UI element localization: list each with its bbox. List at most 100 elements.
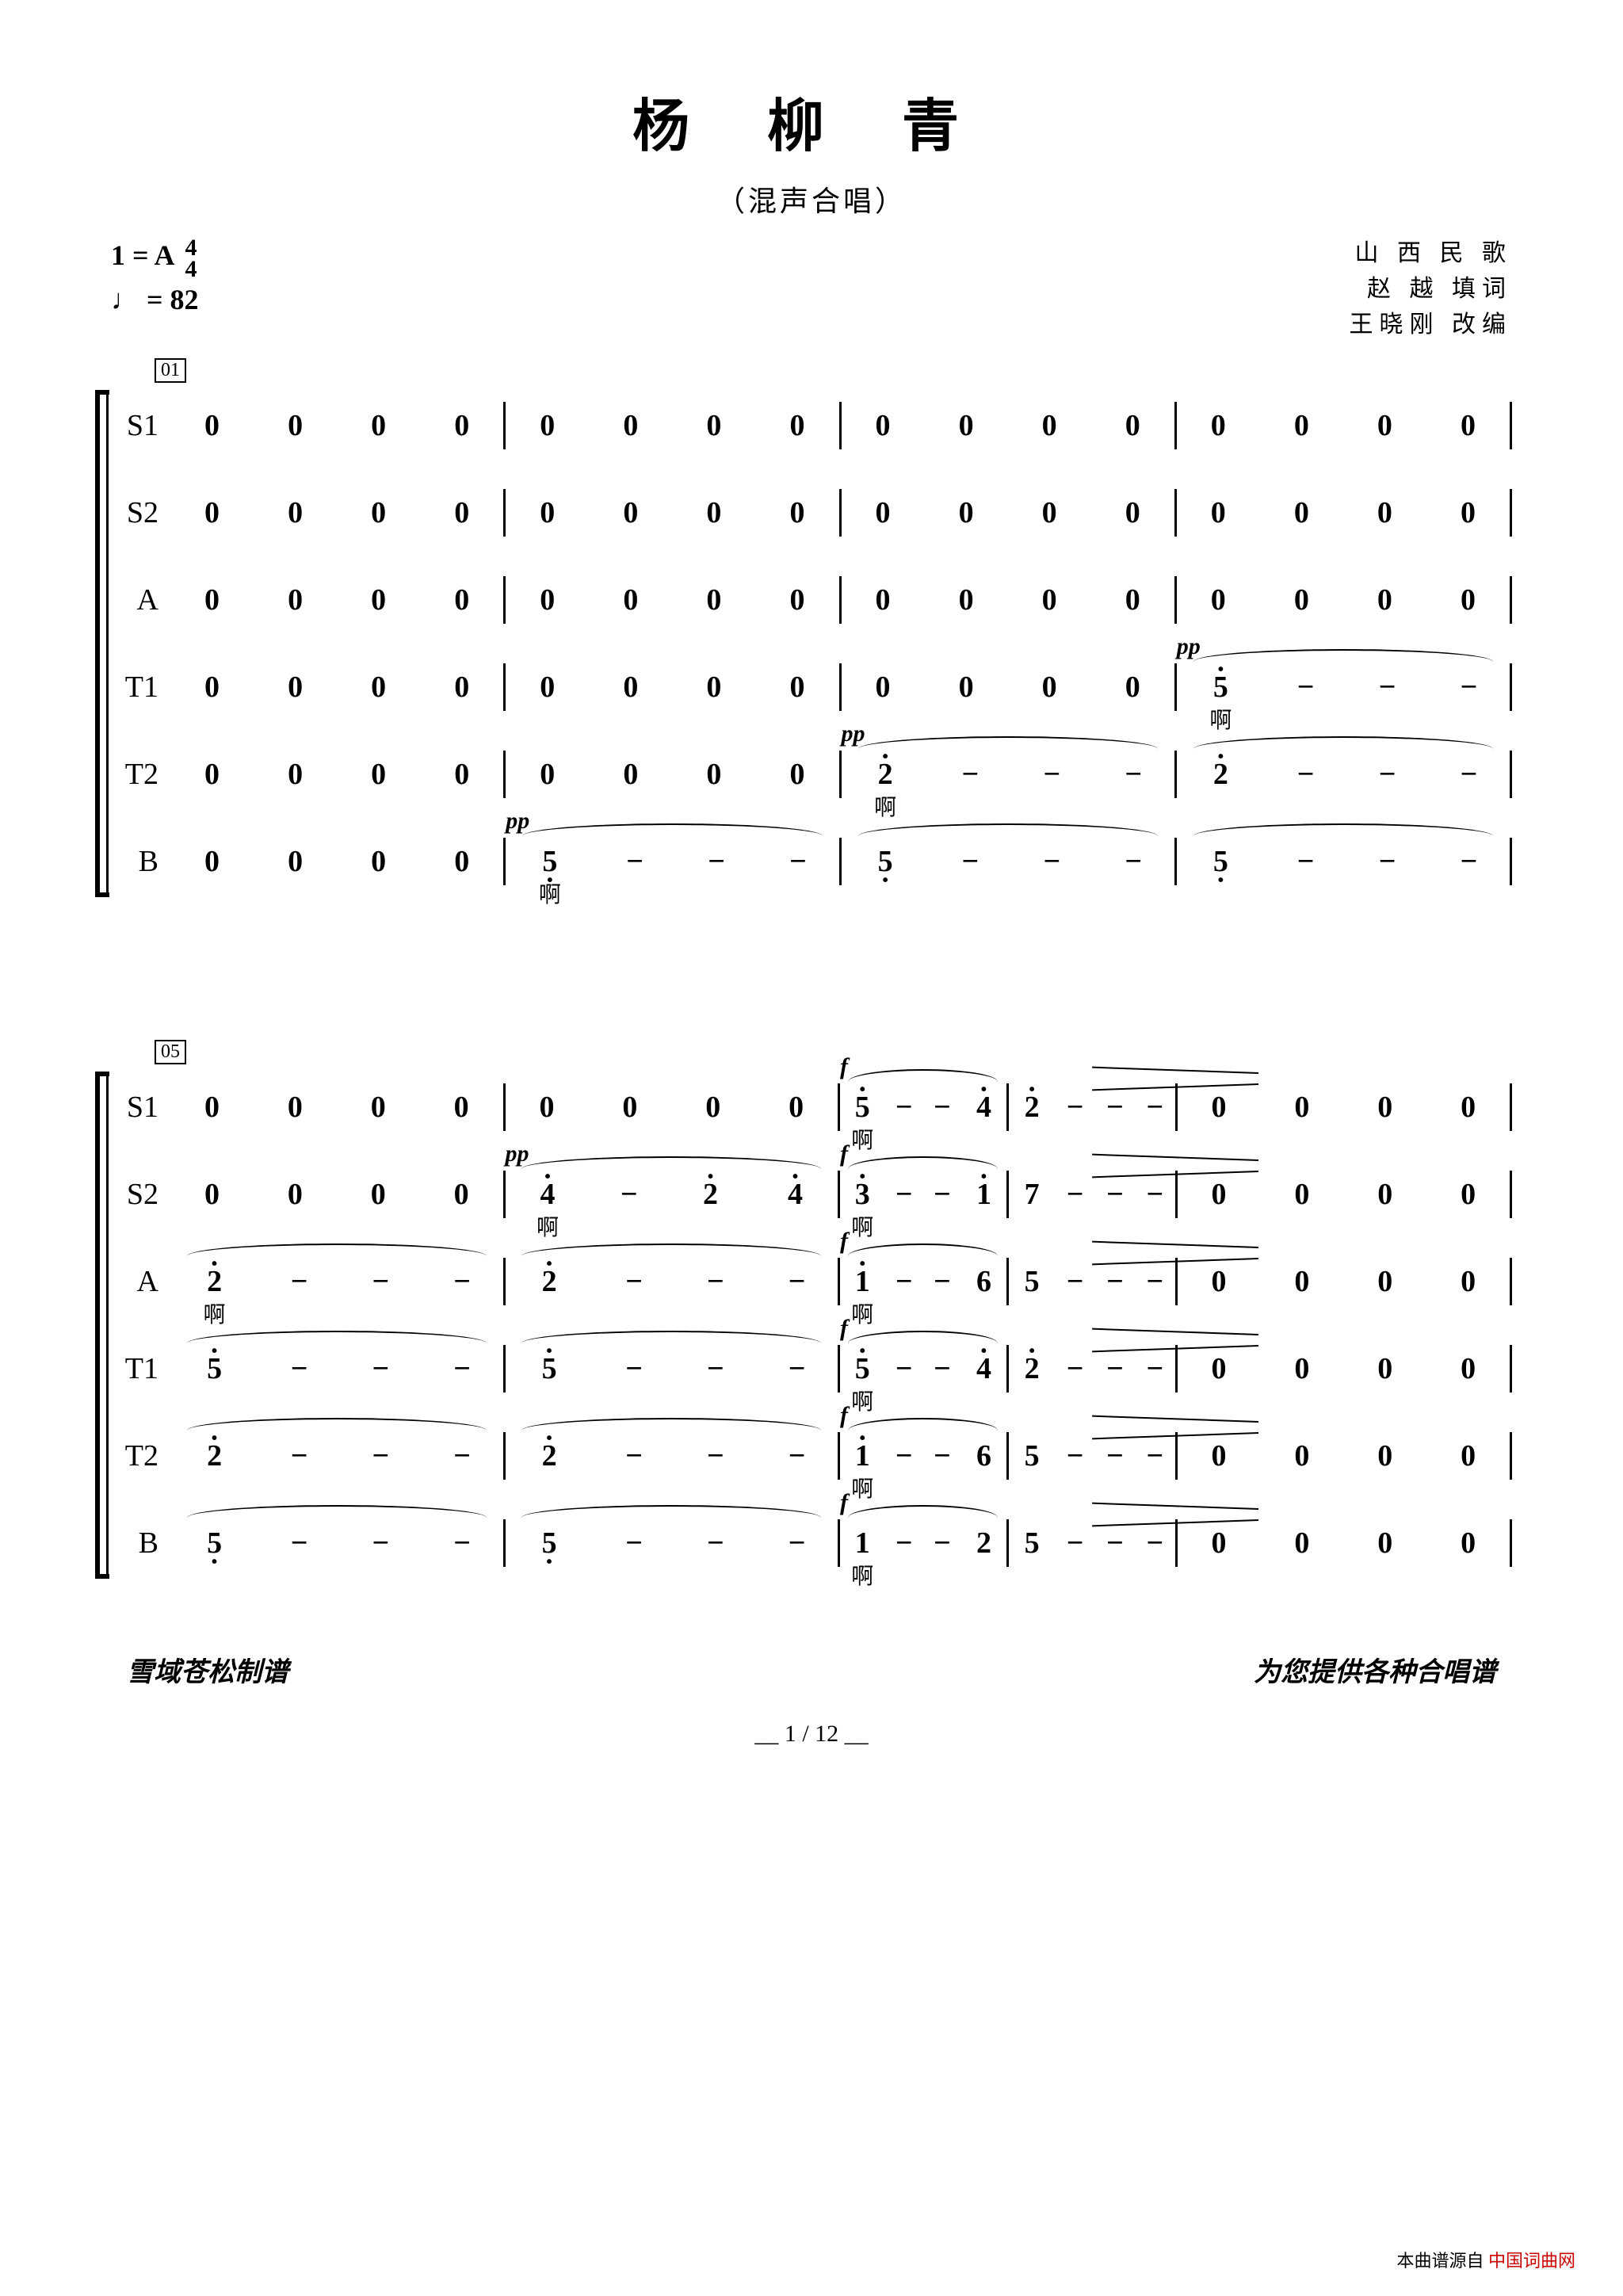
bars-container: 0000000000000000 (170, 489, 1512, 537)
staff-row: S100000000f5啊−−42−−−0000 (111, 1064, 1512, 1151)
slur-mark (521, 1505, 821, 1518)
measure: 0000 (170, 838, 506, 885)
measure-number: 05 (155, 1040, 186, 1064)
dash-note: − (1067, 1438, 1084, 1473)
rest-note: 0 (450, 583, 474, 617)
rest-note: 0 (200, 495, 224, 530)
pitch-note: 2 (699, 1177, 723, 1212)
lyric-text: 啊 (537, 1210, 559, 1242)
rest-note: 0 (1457, 1177, 1480, 1212)
rest-note: 0 (283, 1090, 307, 1125)
rest-note: 0 (1373, 408, 1396, 443)
staff-row: T15−−−5−−−f5啊−−42−−−0000 (111, 1325, 1512, 1412)
slur-mark (848, 1244, 998, 1256)
dash-note: − (1106, 1351, 1124, 1386)
slur-mark (848, 1505, 998, 1518)
measure: f1啊−−6 (840, 1258, 1009, 1305)
dash-note: − (1106, 1526, 1124, 1561)
dash-note: − (934, 1090, 951, 1125)
dash-note: − (1067, 1351, 1084, 1386)
dash-note: − (1146, 1526, 1163, 1561)
rest-note: 0 (785, 670, 809, 705)
dash-note: − (625, 1526, 643, 1561)
lyric-text: 啊 (851, 1559, 873, 1591)
staff-row: S20000000000000000 (111, 469, 1512, 556)
rest-note: 7 (1020, 1177, 1044, 1212)
slur-mark (521, 1418, 821, 1431)
measure: 2−−− (1009, 1345, 1178, 1392)
dash-note: − (789, 1351, 806, 1386)
rest-note: 0 (1121, 670, 1144, 705)
measure: 0000 (170, 663, 506, 711)
pitch-note: 3啊 (850, 1177, 874, 1212)
staff-row: B5−−−5−−−f1啊−−25−−−0000 (111, 1499, 1512, 1587)
rest-note: 0 (536, 583, 559, 617)
dash-note: − (708, 844, 725, 879)
measure: 5−−− (506, 1519, 841, 1567)
page-number: __ 1 / 12 __ (79, 1721, 1544, 1748)
rest-note: 0 (619, 495, 643, 530)
staff-row: T200000000pp2啊−−−2−−− (111, 731, 1512, 818)
rest-note: 5 (1020, 1264, 1044, 1299)
dash-note: − (1067, 1264, 1084, 1299)
measure: 7−−− (1009, 1171, 1178, 1218)
key-tempo: 1 = A 44 ♩ = 82 (111, 235, 199, 342)
lyric-text: 啊 (851, 1210, 873, 1242)
rest-note: 0 (785, 1090, 808, 1125)
rest-note: 0 (954, 583, 978, 617)
slur-mark (858, 823, 1158, 836)
dash-note: − (291, 1351, 308, 1386)
dash-note: − (1146, 1438, 1163, 1473)
pitch-note: 2 (537, 1264, 561, 1299)
pitch-note: 2 (1020, 1351, 1044, 1386)
rest-note: 0 (1457, 1438, 1480, 1473)
rest-note: 0 (785, 408, 809, 443)
slur-mark (187, 1244, 487, 1256)
rest-note: 0 (367, 408, 391, 443)
pitch-note: 5 (537, 1351, 561, 1386)
lyric-text: 啊 (1209, 703, 1232, 735)
dash-note: − (1297, 844, 1315, 879)
dash-note: − (372, 1438, 389, 1473)
dash-note: − (1297, 757, 1315, 792)
credit-line: 山 西 民 歌 (1350, 235, 1513, 271)
measure: 0000 (1178, 1083, 1513, 1131)
rest-note: 0 (450, 844, 474, 879)
dash-note: − (1043, 844, 1060, 879)
timesig-top: 4 (185, 237, 197, 258)
slur-mark (521, 1331, 821, 1343)
dash-note: − (291, 1438, 308, 1473)
bars-container: 000000000000pp5啊−−− (170, 663, 1512, 711)
dash-note: − (896, 1264, 913, 1299)
rest-note: 0 (1457, 1264, 1480, 1299)
measure: 2−−− (506, 1258, 841, 1305)
measure: 0000 (1178, 1432, 1513, 1480)
dash-note: − (896, 1526, 913, 1561)
dash-note: − (1043, 757, 1060, 792)
rest-note: 0 (1037, 495, 1061, 530)
rest-note: 0 (1289, 495, 1313, 530)
slur-mark (1193, 649, 1493, 662)
dash-note: − (291, 1264, 308, 1299)
dash-note: − (453, 1526, 471, 1561)
measure: 0000 (170, 402, 506, 449)
measure: 2−−− (1009, 1083, 1178, 1131)
measure: f5啊−−4 (840, 1083, 1009, 1131)
dash-note: − (789, 844, 807, 879)
dash-note: − (1106, 1264, 1124, 1299)
staff-row: B0000pp5啊−−−5−−−5−−− (111, 818, 1512, 905)
dash-note: − (1379, 670, 1396, 705)
rest-note: 0 (619, 670, 643, 705)
measure: 5−−− (1009, 1519, 1178, 1567)
measure: 5−−− (1009, 1258, 1178, 1305)
slur-mark (522, 823, 822, 836)
rest-note: 0 (1290, 1438, 1314, 1473)
rest-note: 0 (283, 1177, 307, 1212)
bars-container: 2啊−−−2−−−f1啊−−65−−−0000 (170, 1258, 1512, 1305)
header-row: 1 = A 44 ♩ = 82 山 西 民 歌 赵 越 填词 王晓刚 改编 (79, 235, 1544, 342)
pitch-note: 4 (972, 1351, 995, 1386)
part-label: T1 (111, 1351, 170, 1386)
pitch-note: 1啊 (850, 1438, 874, 1473)
pitch-note: 5 (537, 1526, 561, 1561)
rest-note: 0 (200, 844, 224, 879)
